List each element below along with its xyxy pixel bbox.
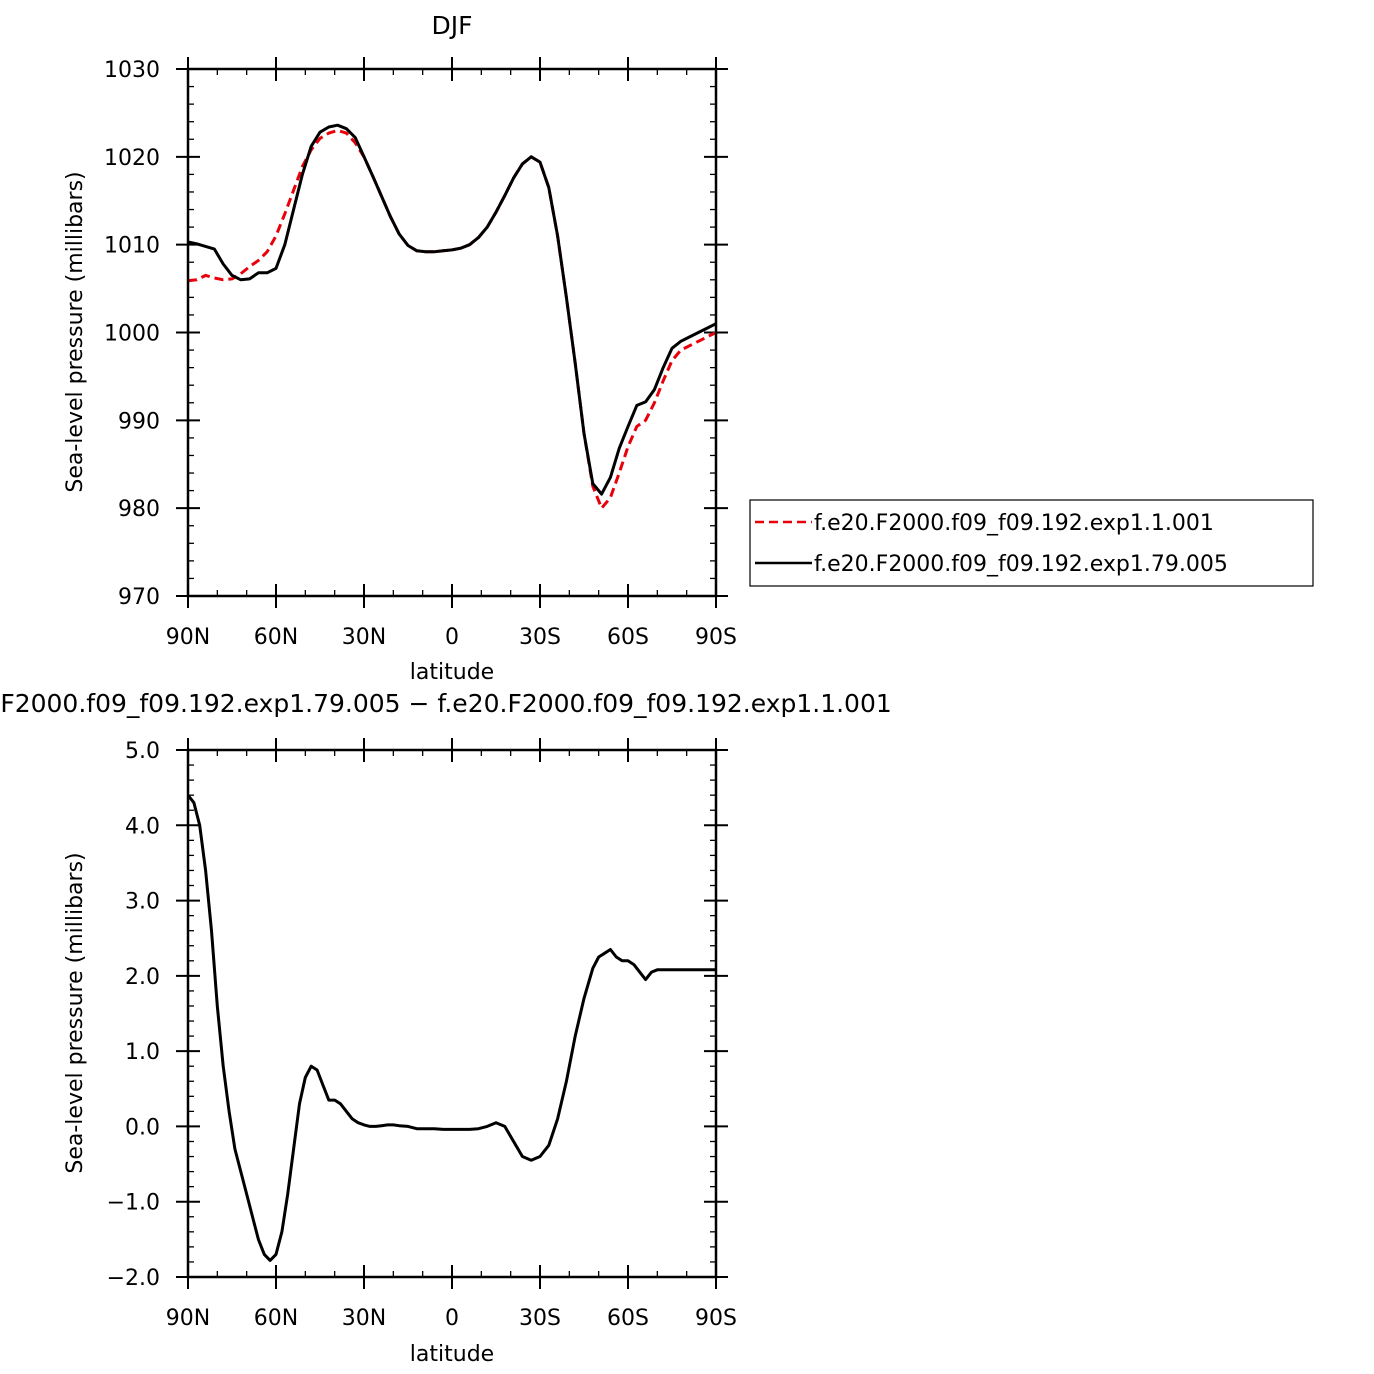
top-y-ticks: 1030 1020 1010 1000 990 980 970 — [104, 58, 728, 610]
top-x-axis-label: latitude — [410, 660, 494, 685]
top-series-line-2 — [187, 123, 717, 496]
top-y-tick-label: 1010 — [104, 234, 160, 259]
top-y-tick-label: 1000 — [104, 322, 160, 347]
bottom-y-axis-label: Sea-level pressure (millibars) — [63, 852, 88, 1173]
bottom-chart-title: f.e20.F2000.f09_f09.192.exp1.79.005 − f.… — [0, 689, 892, 718]
bottom-y-tick-label: 3.0 — [125, 890, 160, 915]
bottom-plot-frame — [186, 748, 718, 1279]
top-y-tick-label: 1020 — [104, 146, 160, 171]
bottom-x-tick-label: 90N — [166, 1306, 210, 1331]
top-y-tick-label: 980 — [118, 497, 160, 522]
top-series-line-1 — [187, 129, 717, 510]
bottom-x-tick-label: 60S — [607, 1306, 649, 1331]
bottom-series-lines — [186, 794, 716, 1262]
top-y-tick-label: 1030 — [104, 58, 160, 83]
bottom-series-line-1 — [186, 794, 716, 1262]
bottom-y-tick-label: 5.0 — [125, 739, 160, 764]
top-x-tick-label: 0 — [445, 625, 459, 650]
bottom-x-ticks: 90N 60N 30N 0 30S 60S 90S — [166, 738, 737, 1331]
legend-box — [749, 499, 1314, 587]
top-x-tick-label: 90S — [695, 625, 737, 650]
top-x-tick-label: 30N — [342, 625, 386, 650]
bottom-y-tick-label: 0.0 — [125, 1115, 160, 1140]
bottom-y-tick-label: 4.0 — [125, 814, 160, 839]
bottom-x-axis-label: latitude — [410, 1342, 494, 1367]
bottom-y-tick-label: 2.0 — [125, 965, 160, 990]
top-x-tick-label: 60N — [254, 625, 298, 650]
top-x-ticks: 90N 60N 30N 0 30S 60S 90S — [166, 57, 737, 650]
legend-label-series-1: f.e20.F2000.f09_f09.192.exp1.1.001 — [814, 511, 1214, 536]
top-x-tick-label: 90N — [166, 625, 210, 650]
top-panel: DJF 1030 1020 1010 1000 990 980 970 90N 60N 30N 0… — [63, 11, 737, 685]
top-x-tick-label: 30S — [519, 625, 561, 650]
legend-label-series-2: f.e20.F2000.f09_f09.192.exp1.79.005 — [814, 552, 1228, 577]
bottom-x-tick-label: 30S — [519, 1306, 561, 1331]
bottom-panel: f.e20.F2000.f09_f09.192.exp1.79.005 − f.… — [0, 689, 892, 1367]
bottom-x-tick-label: 60N — [254, 1306, 298, 1331]
top-y-tick-label: 990 — [118, 409, 160, 434]
top-plot-frame — [186, 67, 718, 598]
bottom-y-tick-label: 1.0 — [125, 1040, 160, 1065]
bottom-x-tick-label: 30N — [342, 1306, 386, 1331]
top-x-tick-label: 60S — [607, 625, 649, 650]
top-series-lines — [187, 123, 717, 510]
top-chart-title: DJF — [431, 11, 472, 40]
bottom-y-tick-label: −2.0 — [107, 1266, 160, 1291]
bottom-x-tick-label: 90S — [695, 1306, 737, 1331]
legend: f.e20.F2000.f09_f09.192.exp1.1.001 f.e20… — [749, 499, 1314, 587]
bottom-x-tick-label: 0 — [445, 1306, 459, 1331]
bottom-y-tick-label: −1.0 — [107, 1191, 160, 1216]
top-y-axis-label: Sea-level pressure (millibars) — [63, 171, 88, 492]
top-y-tick-label: 970 — [118, 585, 160, 610]
